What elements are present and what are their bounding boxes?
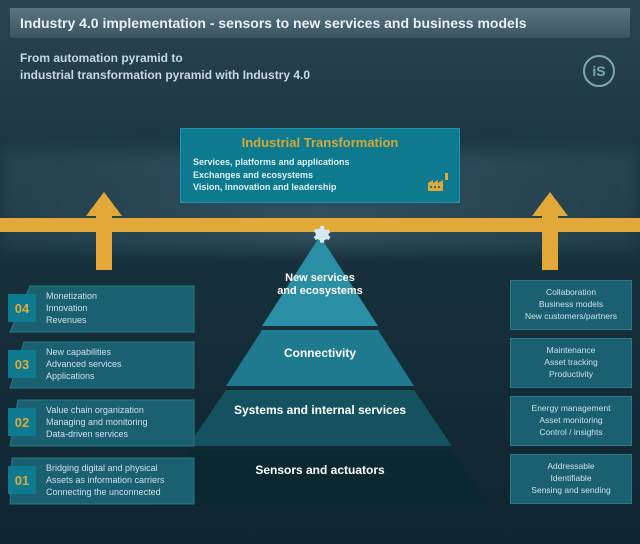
header-bar: Industry 4.0 implementation - sensors to… [10,8,630,38]
arrow-right-icon [532,192,568,270]
trans-line2: Exchanges and ecosystems [193,169,447,182]
trans-line3: Vision, innovation and leadership [193,181,447,194]
left-lines-02: Value chain organization Managing and mo… [46,404,148,440]
trans-line1: Services, platforms and applications [193,156,447,169]
pyramid-l4 [150,450,490,506]
right-box-4: Addressable Identifiable Sensing and sen… [510,454,632,510]
left-box-01: 01 Bridging digital and physical Assets … [8,456,196,508]
transformation-title: Industrial Transformation [193,135,447,150]
left-badge-03: 03 [8,350,36,378]
right-box-2: Maintenance Asset tracking Productivity [510,338,632,394]
subheader-line1: From automation pyramid to [20,50,310,67]
pyramid-label-2: Connectivity [146,346,494,360]
left-box-03: 03 New capabilities Advanced services Ap… [8,340,196,392]
pyramid-l3 [188,390,452,446]
pyramid-label-1: New services and ecosystems [146,272,494,298]
transformation-lines: Services, platforms and applications Exc… [193,156,447,194]
logo-icon: iS [583,55,615,87]
left-lines-04: Monetization Innovation Revenues [46,290,97,326]
left-lines-03: New capabilities Advanced services Appli… [46,346,122,382]
left-badge-04: 04 [8,294,36,322]
logo: iS [583,55,615,87]
left-badge-01: 01 [8,466,36,494]
pyramid-label-4: Sensors and actuators [146,463,494,477]
right-box-1: Collaboration Business models New custom… [510,280,632,336]
left-lines-01: Bridging digital and physical Assets as … [46,462,165,498]
left-box-02: 02 Value chain organization Managing and… [8,398,196,450]
left-box-04: 04 Monetization Innovation Revenues [8,284,196,336]
subheader-line2: industrial transformation pyramid with I… [20,67,310,84]
pyramid: New services and ecosystems Connectivity… [146,228,494,512]
arrow-left-icon [86,192,122,270]
right-box-3: Energy management Asset monitoring Contr… [510,396,632,452]
gear-icon [309,224,331,251]
header-title: Industry 4.0 implementation - sensors to… [20,15,527,31]
factory-icon [427,173,449,196]
transformation-box: Industrial Transformation Services, plat… [180,128,460,203]
subheader: From automation pyramid to industrial tr… [20,50,310,84]
left-badge-02: 02 [8,408,36,436]
pyramid-label-3: Systems and internal services [146,403,494,417]
